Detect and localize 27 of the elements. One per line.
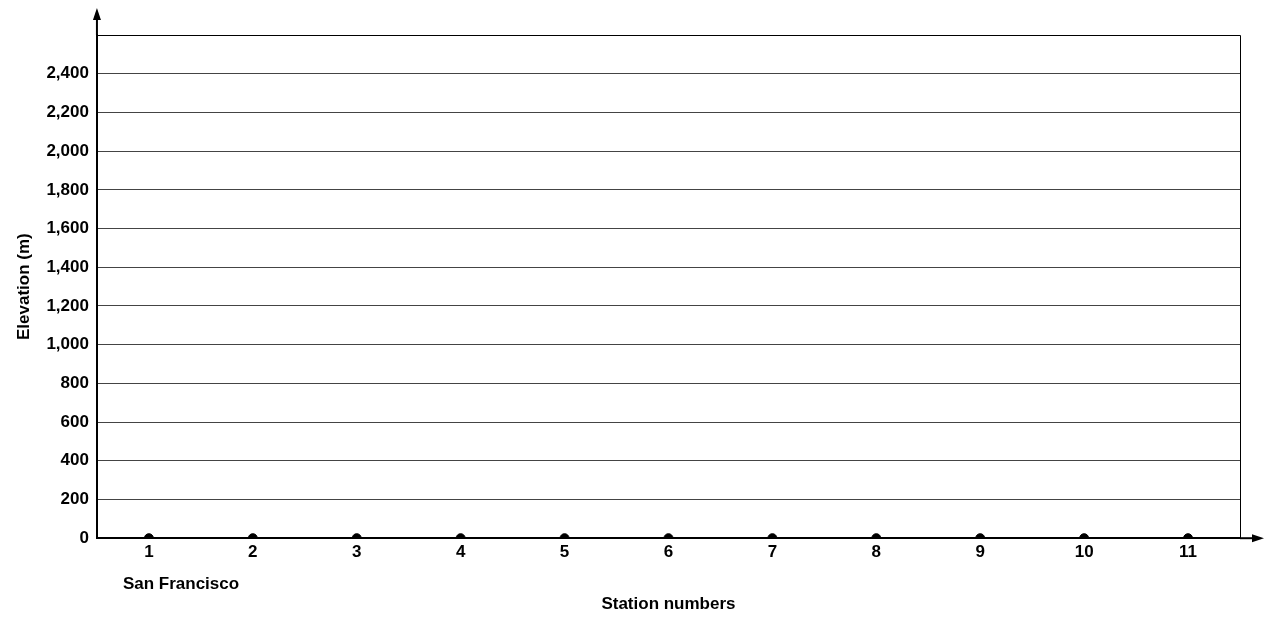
x-tick-label: 4 xyxy=(455,542,466,562)
y-tick-label: 1,400 xyxy=(46,256,89,276)
x-tick-label: 5 xyxy=(559,542,570,562)
y-tick-label: 2,200 xyxy=(46,102,89,122)
y-tick-label: 1,600 xyxy=(46,218,89,238)
y-tick-label: 600 xyxy=(60,411,89,431)
y-tick-label: 1,800 xyxy=(46,179,89,199)
y-tick-label: 200 xyxy=(60,489,89,509)
y-tick-label: 0 xyxy=(79,527,89,547)
x-tick-label: 3 xyxy=(351,542,362,562)
x-tick-label: 9 xyxy=(975,542,985,562)
x-tick-label: 8 xyxy=(871,542,882,562)
y-tick-label: 800 xyxy=(60,373,89,393)
annotation: San Francisco xyxy=(122,574,240,594)
y-tick-label: 1,000 xyxy=(46,334,89,354)
y-tick-label: 2,400 xyxy=(46,63,89,83)
x-tick-label: 10 xyxy=(1074,542,1094,562)
x-tick-label: 6 xyxy=(663,542,674,562)
y-tick-label: 2,000 xyxy=(46,140,89,160)
x-tick-label: 1 xyxy=(144,542,154,562)
y-axis-title: Elevation (m) xyxy=(13,233,33,340)
x-tick-label: 2 xyxy=(248,542,258,562)
x-axis-title: Station numbers xyxy=(601,594,736,614)
y-tick-label: 1,200 xyxy=(46,295,89,315)
y-tick-label: 400 xyxy=(60,450,89,470)
x-tick-label: 11 xyxy=(1179,542,1198,562)
x-tick-label: 7 xyxy=(767,542,778,562)
